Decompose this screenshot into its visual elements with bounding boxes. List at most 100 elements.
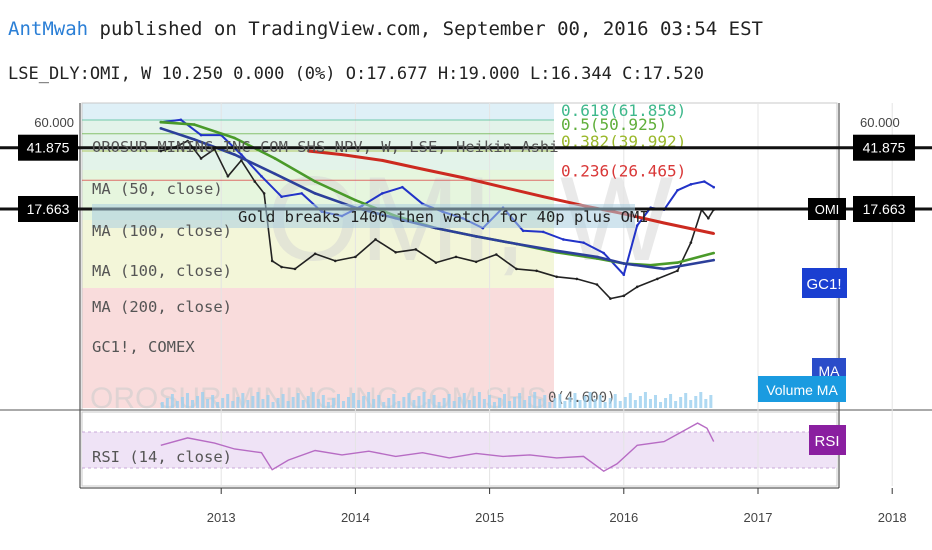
badge-rsi[interactable] <box>809 425 846 455</box>
legend-ma-200[interactable]: MA (200, close) <box>92 298 232 316</box>
point-gc1- <box>689 183 693 186</box>
volume-bar <box>306 396 310 408</box>
fib-zone-236 <box>82 288 554 408</box>
volume-bar <box>196 396 200 408</box>
author-link[interactable]: AntMwah <box>8 18 89 40</box>
volume-bar <box>341 401 345 408</box>
volume-bar <box>533 392 537 408</box>
volume-bar <box>180 397 184 408</box>
point-ma-50-close- <box>159 120 163 124</box>
volume-bar <box>477 392 481 408</box>
point-ma-100-close- <box>555 249 558 253</box>
point-ma-100-close- <box>595 255 599 259</box>
point-omi <box>656 277 659 281</box>
point-omi <box>689 241 693 244</box>
volume-bar <box>462 393 466 408</box>
point-omi <box>199 157 203 160</box>
badge-volume-ma-text: Volume MA <box>766 382 838 398</box>
level-left-tag-0 <box>18 134 78 161</box>
volume-bar <box>221 398 225 408</box>
point-gc1- <box>199 133 203 137</box>
point-ma-100-close- <box>622 262 626 265</box>
point-ma-200-close- <box>380 159 384 162</box>
point-ma-50-close- <box>233 136 236 140</box>
point-ma-50-close- <box>313 180 317 183</box>
level-right-label-1: 17.663 <box>863 201 906 217</box>
volume-bar <box>402 397 406 408</box>
point-ma-50-close- <box>273 157 277 160</box>
volume-bar <box>528 396 532 408</box>
point-omi <box>159 149 163 153</box>
point-gc1- <box>401 185 404 189</box>
point-omi <box>262 192 266 195</box>
point-omi <box>609 297 612 300</box>
volume-bar <box>286 401 290 408</box>
volume-bar <box>623 397 627 408</box>
point-ma-200-close- <box>541 195 545 199</box>
volume-bar <box>331 398 335 408</box>
point-omi <box>414 248 418 251</box>
volume-bar <box>357 400 361 408</box>
volume-bar <box>271 402 275 408</box>
volume-bar <box>336 394 340 408</box>
volume-bar <box>684 393 688 408</box>
legend-gc1[interactable]: GC1!, COMEX <box>92 338 195 356</box>
point-omi <box>270 259 274 263</box>
volume-bar <box>653 395 657 408</box>
y-tick-right-60: 60.000 <box>860 115 900 130</box>
point-ma-200-close- <box>662 221 666 225</box>
volume-bar <box>518 393 522 408</box>
volume-bar <box>452 401 456 408</box>
point-gc1- <box>676 188 679 192</box>
x-tick-label-2017: 2017 <box>744 510 773 525</box>
point-omi <box>354 255 357 259</box>
rsi-line <box>160 422 715 473</box>
x-axis-ticks: 2013 2014 2015 2016 2017 2018 <box>207 488 907 525</box>
volume-bar <box>367 392 371 408</box>
ohlc-line: LSE_DLY:OMI, W 10.250 0.000 (0%) O:17.67… <box>8 64 704 84</box>
volume-bar <box>447 394 451 408</box>
point-ma-100-close- <box>712 258 716 262</box>
volume-bar <box>568 397 572 408</box>
volume-bar <box>699 392 703 408</box>
volume-bar <box>261 399 265 408</box>
point-omi <box>676 269 679 273</box>
volume-bar <box>593 399 597 408</box>
point-gc1- <box>541 230 545 234</box>
volume-bar <box>442 398 446 408</box>
volume-bar <box>482 399 486 408</box>
volume-bar <box>508 401 512 408</box>
volume-bar <box>523 400 527 408</box>
point-omi <box>707 216 710 220</box>
volume-bar <box>664 398 668 408</box>
point-gc1- <box>622 273 626 277</box>
legend-rsi[interactable]: RSI (14, close) <box>92 448 232 466</box>
volume-bar <box>709 395 713 408</box>
volume-bars <box>160 392 713 408</box>
point-omi <box>635 285 639 289</box>
x-tick-label-2014: 2014 <box>341 510 370 525</box>
volume-bar <box>648 399 652 408</box>
legend-ma-50[interactable]: MA (50, close) <box>92 180 223 198</box>
level-right-tag-1 <box>853 195 915 222</box>
badge-gc1[interactable] <box>802 268 847 298</box>
badge-volume-ma[interactable] <box>758 376 846 402</box>
volume-bar <box>638 396 642 408</box>
point-ma-100-close- <box>474 235 478 238</box>
point-omi <box>474 260 478 264</box>
fib-label-1: 0.5(50.925) <box>561 115 667 134</box>
volume-bar <box>563 401 567 408</box>
annotation-box[interactable] <box>92 204 635 228</box>
point-omi <box>240 159 243 162</box>
legend-ma-100b[interactable]: MA (100, close) <box>92 262 232 280</box>
point-omi <box>253 180 257 183</box>
legend-symbol: OROSUR MINING INC COM SHS NPV, W, LSE, H… <box>92 138 559 156</box>
volume-bar <box>326 402 330 408</box>
legend-ma-100a[interactable]: MA (100, close) <box>92 222 232 240</box>
volume-bar <box>216 402 220 408</box>
point-omi <box>313 252 317 256</box>
volume-bar <box>382 402 386 408</box>
volume-bar <box>598 395 602 408</box>
volume-bar <box>296 393 300 408</box>
